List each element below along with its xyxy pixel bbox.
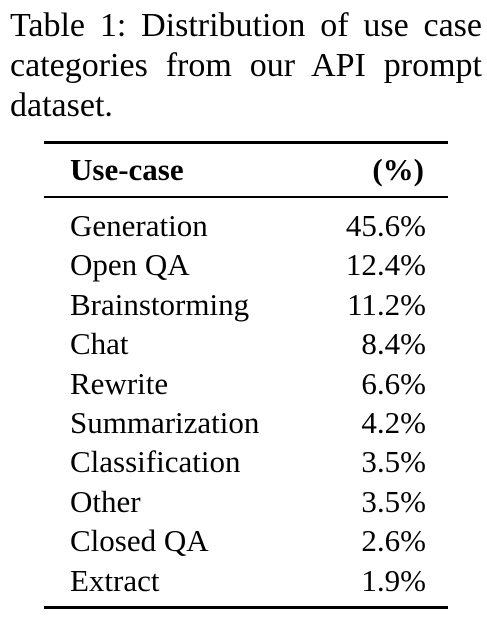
row-percent: 3.5% — [361, 444, 426, 480]
table-row: Extract 1.9% — [44, 561, 448, 600]
table-row: Rewrite 6.6% — [44, 364, 448, 403]
top-rule — [44, 141, 448, 144]
row-name: Rewrite — [70, 365, 169, 401]
row-name: Chat — [70, 326, 129, 362]
row-percent: 6.6% — [361, 365, 426, 401]
table-row: Closed QA 2.6% — [44, 521, 448, 560]
row-name: Closed QA — [70, 523, 209, 559]
table-row: Open QA 12.4% — [44, 245, 448, 284]
use-case-table: Use-case (%) Generation 45.6% Open QA 12… — [44, 141, 448, 610]
row-name: Generation — [70, 208, 208, 243]
row-percent: 8.4% — [361, 326, 426, 362]
table-row: Summarization 4.2% — [44, 403, 448, 442]
table-row: Chat 8.4% — [44, 324, 448, 363]
row-name: Classification — [70, 444, 241, 480]
row-name: Extract — [70, 562, 160, 598]
row-percent: 3.5% — [361, 483, 426, 519]
row-percent: 11.2% — [347, 286, 426, 322]
bottom-rule — [44, 606, 448, 610]
row-percent: 45.6% — [345, 208, 426, 243]
row-percent: 12.4% — [345, 247, 426, 283]
row-name: Other — [70, 483, 141, 519]
mid-rule — [44, 196, 448, 198]
row-name: Brainstorming — [70, 286, 250, 322]
distribution-table: Use-case (%) — [44, 144, 448, 196]
table-row: Generation 45.6% — [44, 206, 448, 245]
header-percent: (%) — [372, 152, 424, 187]
table-row: Other 3.5% — [44, 482, 448, 521]
row-percent: 2.6% — [361, 523, 426, 559]
distribution-table-body: Generation 45.6% Open QA 12.4% Brainstor… — [44, 198, 448, 606]
row-percent: 1.9% — [361, 562, 426, 598]
row-percent: 4.2% — [361, 405, 426, 441]
header-row: Use-case (%) — [44, 144, 448, 196]
table-caption: Table 1: Distribution of use case catego… — [10, 7, 482, 124]
row-name: Summarization — [70, 405, 260, 441]
header-use-case: Use-case — [70, 152, 184, 187]
table-row: Classification 3.5% — [44, 442, 448, 481]
table-row: Brainstorming 11.2% — [44, 285, 448, 324]
row-name: Open QA — [70, 247, 190, 283]
